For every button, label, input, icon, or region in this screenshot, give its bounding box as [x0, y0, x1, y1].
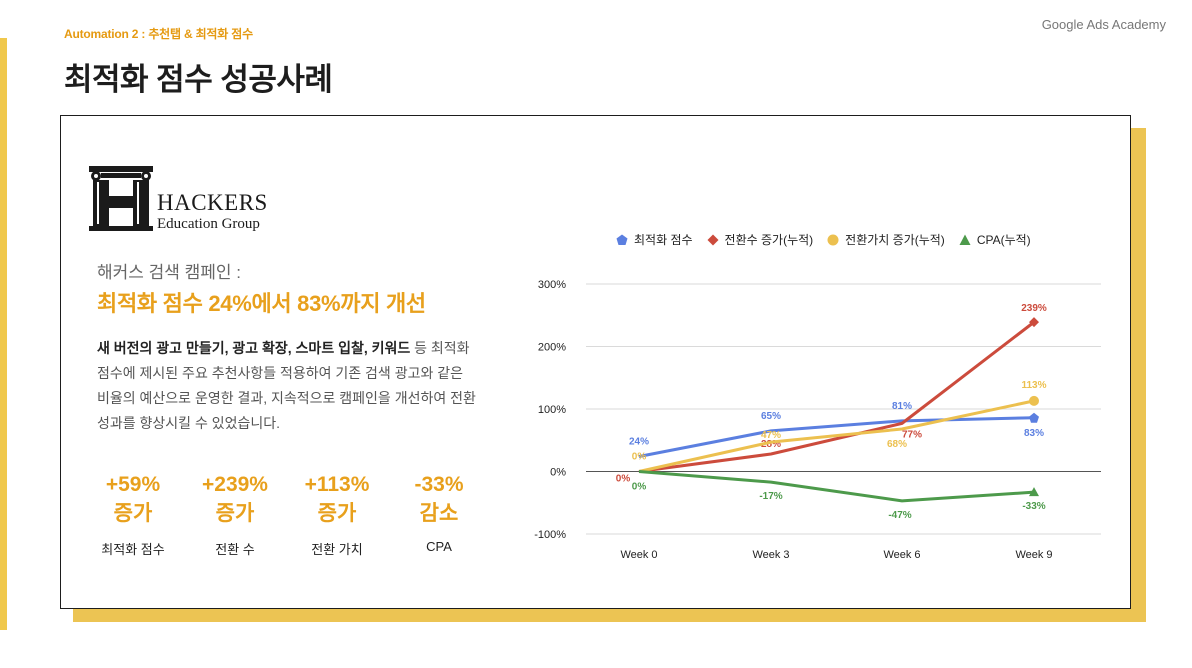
- data-label: 0%: [632, 482, 647, 493]
- stat-value: -33%: [414, 473, 464, 496]
- series-line: [638, 470, 1035, 503]
- logo-line2: Education Group: [157, 216, 260, 232]
- data-label: 24%: [629, 437, 649, 448]
- diamond-marker-icon: [707, 234, 719, 245]
- data-label: -47%: [888, 510, 911, 521]
- stat-label: CPA: [426, 539, 452, 554]
- hackers-logo-icon: [89, 166, 153, 231]
- data-label: 77%: [902, 429, 922, 440]
- triangle-marker-icon: [959, 234, 971, 245]
- description-text: 등 최적화 점수에 제시된 주요 추천사항들 적용하여 기존 검색 광고와 같은…: [97, 340, 476, 431]
- description-bold: 새 버전의 광고 만들기, 광고 확장, 스마트 입찰, 키워드: [97, 340, 411, 356]
- legend-label: 최적화 점수: [634, 233, 693, 247]
- stat-conversions: +239% 증가 전환 수: [190, 471, 280, 558]
- logo-line1: HACKERS: [157, 190, 268, 215]
- data-label: 81%: [892, 401, 912, 412]
- x-tick-label: Week 0: [620, 549, 657, 561]
- legend-item: 전환수 증가(누적): [707, 231, 814, 248]
- pentagon-marker-icon: [616, 234, 628, 245]
- series-line: [638, 416, 1035, 458]
- y-tick-label: 200%: [538, 342, 566, 354]
- section-eyebrow: Automation 2 : 추천탭 & 최적화 점수: [64, 27, 253, 41]
- legend-label: CPA(누적): [976, 233, 1031, 247]
- data-label: 113%: [1021, 380, 1046, 391]
- case-description: 새 버전의 광고 만들기, 광고 확장, 스마트 입찰, 키워드 등 최적화 점…: [97, 336, 477, 436]
- legend-label: 전환가치 증가(누적): [845, 233, 945, 247]
- legend-item: 최적화 점수: [616, 231, 693, 248]
- legend-label: 전환수 증가(누적): [724, 233, 814, 247]
- brand-name: Google Ads Academy: [1041, 17, 1166, 32]
- stat-value: +239%: [202, 473, 268, 496]
- data-label: 239%: [1021, 303, 1047, 314]
- left-accent-bar: [0, 38, 7, 630]
- stat-unit: 증가: [113, 502, 153, 525]
- data-point-marker: [1029, 487, 1039, 497]
- stat-cpa: -33% 감소 CPA: [394, 471, 484, 554]
- data-point-marker: [1029, 412, 1039, 423]
- data-label: 83%: [1024, 428, 1044, 439]
- data-label: 28%: [761, 439, 781, 450]
- stat-label: 최적화 점수: [101, 542, 165, 557]
- logo-wordmark: HACKERS Education Group: [157, 191, 268, 233]
- y-tick-label: -100%: [534, 529, 566, 541]
- data-label: -17%: [759, 491, 782, 502]
- data-point-marker: [1029, 317, 1039, 328]
- performance-line-chart: -100% 0% 100% 200% 300% Week 0 Week 3 Week 6 Wee…: [534, 279, 1101, 561]
- legend-item: 전환가치 증가(누적): [827, 231, 945, 248]
- stat-label: 전환 수: [215, 542, 255, 557]
- stat-conversion-value: +113% 증가 전환 가치: [292, 471, 382, 558]
- stat-unit: 증가: [317, 502, 357, 525]
- campaign-name: 해커스 검색 캠페인 :: [97, 263, 242, 282]
- result-headline: 최적화 점수 24%에서 83%까지 개선: [97, 291, 426, 316]
- stat-optimization-score: +59% 증가 최적화 점수: [88, 471, 178, 558]
- data-point-marker: [1029, 395, 1039, 406]
- data-label: -33%: [1022, 501, 1045, 512]
- y-tick-label: 0%: [550, 467, 566, 479]
- y-tick-label: 100%: [538, 404, 566, 416]
- case-study-card: HACKERS Education Group 해커스 검색 캠페인 : 최적화…: [60, 115, 1131, 609]
- data-label: 0%: [616, 474, 631, 485]
- stat-unit: 감소: [419, 502, 459, 525]
- data-label: 0%: [632, 452, 647, 463]
- x-tick-label: Week 9: [1015, 549, 1052, 561]
- y-tick-label: 300%: [538, 279, 566, 291]
- data-label: 68%: [887, 439, 907, 450]
- data-label: 65%: [761, 411, 781, 422]
- stat-value: +113%: [304, 473, 370, 496]
- chart-legend: 최적화 점수 전환수 증가(누적) 전환가치 증가(누적) CPA(누적): [616, 231, 1031, 248]
- x-tick-label: Week 6: [883, 549, 920, 561]
- circle-marker-icon: [827, 234, 839, 245]
- series-line: [638, 320, 1035, 473]
- series-line: [638, 399, 1035, 473]
- stat-unit: 증가: [215, 502, 255, 525]
- legend-item: CPA(누적): [959, 231, 1031, 248]
- stat-value: +59%: [105, 473, 161, 496]
- data-label: 47%: [761, 430, 781, 441]
- page-title: 최적화 점수 성공사례: [64, 62, 333, 97]
- stat-label: 전환 가치: [311, 542, 363, 557]
- x-tick-label: Week 3: [752, 549, 789, 561]
